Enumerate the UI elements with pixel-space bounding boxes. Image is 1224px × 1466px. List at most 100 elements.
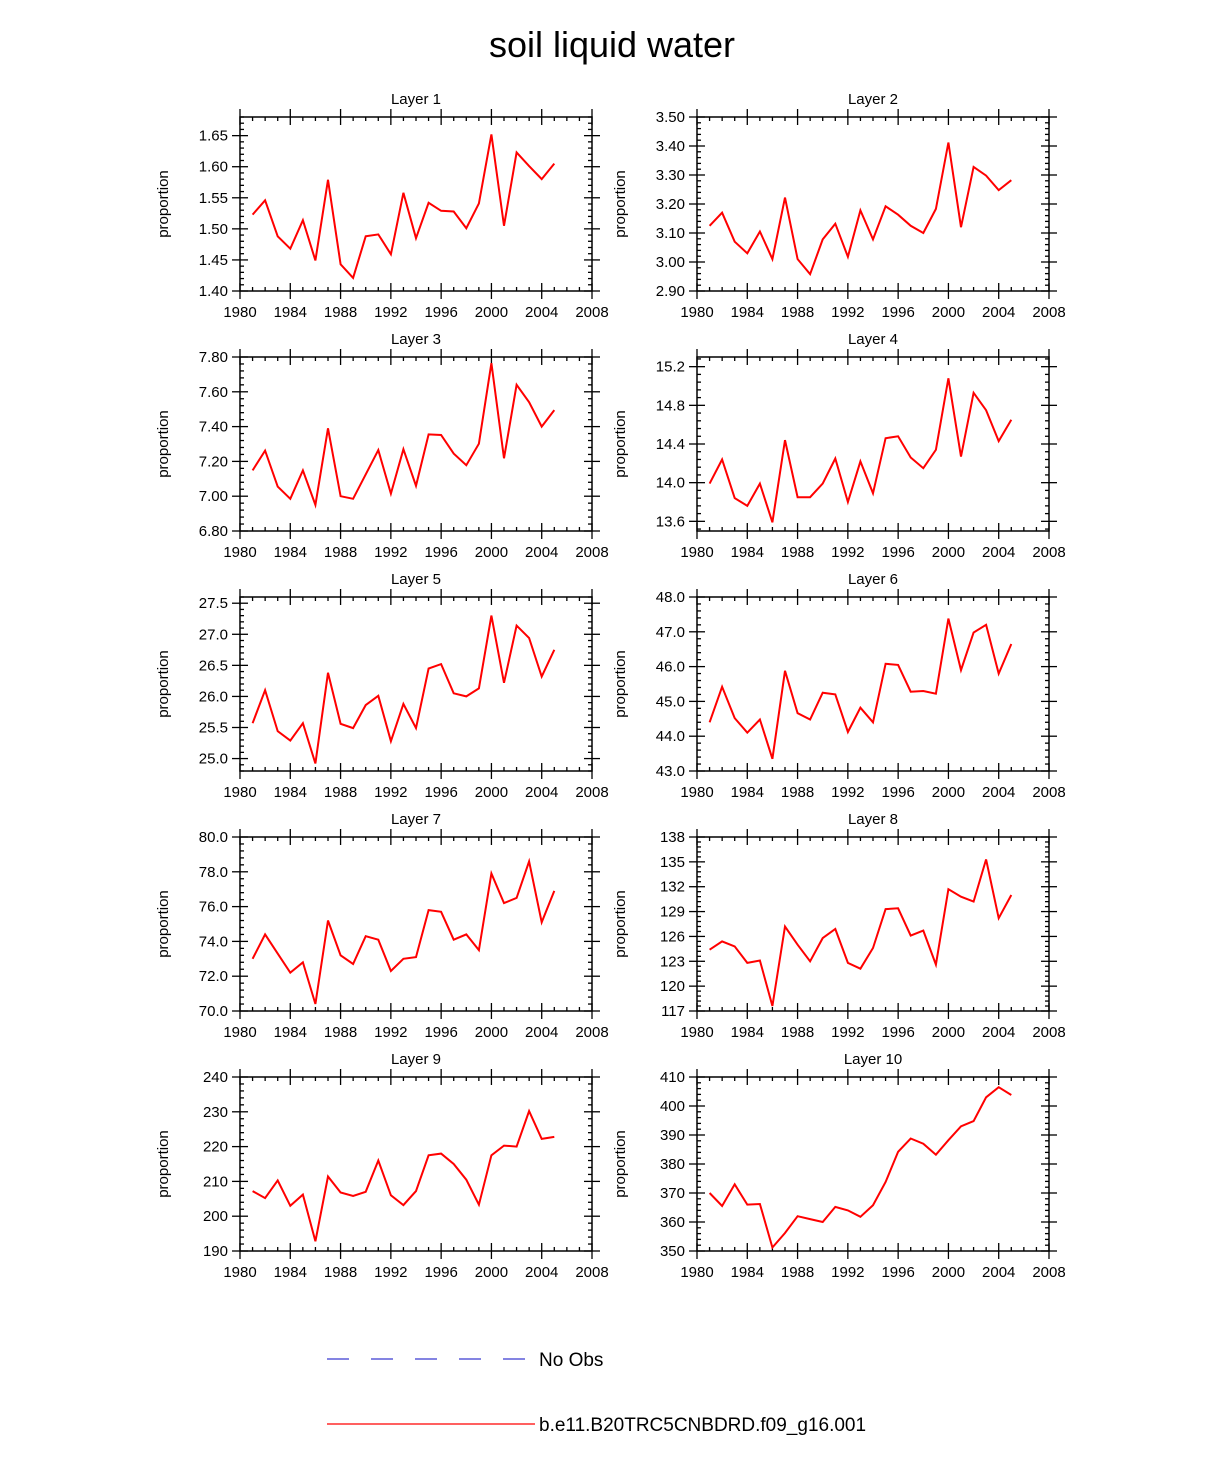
x-tick-label: 2000 [475, 1024, 508, 1041]
y-tick-label: 27.5 [199, 595, 228, 612]
y-tick-label: 190 [203, 1243, 228, 1260]
y-tick-label: 129 [660, 904, 685, 921]
x-tick-label: 2004 [982, 1264, 1015, 1281]
x-tick-label: 1992 [374, 304, 407, 321]
panel-layer-6: Layer 6 1980 1984 1988 1992 1996 2000 2004 2008 4… [612, 571, 1066, 801]
y-tick-label: 44.0 [656, 728, 685, 745]
x-tick-label: 1984 [274, 544, 307, 561]
x-tick-label: 1980 [223, 784, 256, 801]
panel-layer-7: Layer 7 1980 1984 1988 1992 1996 2000 2004 2008 7… [155, 811, 609, 1041]
panel-title: Layer 2 [848, 91, 898, 108]
y-tick-label: 1.45 [199, 252, 228, 269]
y-axis-label: proportion [155, 1130, 172, 1198]
y-tick-label: 47.0 [656, 624, 685, 641]
y-tick-label: 74.0 [199, 933, 228, 950]
y-axis-label: proportion [612, 650, 629, 718]
x-tick-label: 2008 [1032, 304, 1065, 321]
x-tick-label: 1980 [223, 544, 256, 561]
y-tick-label: 135 [660, 854, 685, 871]
panel-title: Layer 9 [391, 1051, 441, 1068]
x-tick-label: 2000 [932, 1264, 965, 1281]
y-tick-label: 1.60 [199, 159, 228, 176]
figure-title: soil liquid water [489, 24, 735, 65]
x-tick-label: 1996 [424, 304, 457, 321]
x-tick-label: 2008 [1032, 1264, 1065, 1281]
plot-frame [696, 116, 1050, 292]
panel-layer-9: Layer 9 1980 1984 1988 1992 1996 2000 2004 2008 1… [155, 1051, 609, 1281]
x-tick-label: 2008 [1032, 544, 1065, 561]
x-tick-label: 2000 [475, 1264, 508, 1281]
x-tick-label: 1988 [781, 1024, 814, 1041]
x-tick-label: 2008 [575, 544, 608, 561]
x-tick-label: 1996 [881, 784, 914, 801]
y-tick-label: 120 [660, 978, 685, 995]
panel-layer-5: Layer 5 1980 1984 1988 1992 1996 2000 2004 2008 2… [155, 571, 609, 801]
x-tick-label: 1992 [374, 544, 407, 561]
y-tick-label: 43.0 [656, 763, 685, 780]
x-tick-label: 2004 [525, 1264, 558, 1281]
x-tick-label: 1980 [680, 1024, 713, 1041]
y-tick-label: 390 [660, 1127, 685, 1144]
y-tick-label: 26.5 [199, 657, 228, 674]
series-line [252, 1108, 555, 1242]
x-tick-label: 1996 [424, 1024, 457, 1041]
panel-title: Layer 7 [391, 811, 441, 828]
y-tick-label: 3.50 [656, 109, 685, 126]
plot-frame [239, 596, 593, 772]
y-tick-label: 3.10 [656, 225, 685, 242]
x-tick-label: 1992 [831, 1264, 864, 1281]
x-tick-label: 1988 [781, 1264, 814, 1281]
y-tick-label: 14.8 [656, 397, 685, 414]
x-tick-label: 2004 [525, 304, 558, 321]
x-tick-label: 2000 [932, 784, 965, 801]
series-line [708, 1085, 1012, 1250]
x-tick-label: 1980 [680, 304, 713, 321]
x-tick-label: 2000 [932, 304, 965, 321]
y-tick-label: 3.30 [656, 167, 685, 184]
x-tick-label: 2004 [982, 544, 1015, 561]
y-tick-label: 230 [203, 1104, 228, 1121]
y-tick-label: 3.20 [656, 196, 685, 213]
x-tick-label: 1996 [881, 544, 914, 561]
panel-title: Layer 1 [391, 91, 441, 108]
x-tick-label: 1988 [324, 1024, 357, 1041]
series-line [708, 618, 1013, 760]
x-tick-label: 1988 [781, 784, 814, 801]
y-axis-label: proportion [155, 890, 172, 958]
legend-label-model: b.e11.B20TRC5CNBDRD.f09_g16.001 [539, 1415, 866, 1436]
plot-frame [696, 1076, 1050, 1252]
x-tick-label: 1980 [223, 1264, 256, 1281]
y-tick-label: 45.0 [656, 693, 685, 710]
y-tick-label: 138 [660, 829, 685, 846]
y-tick-label: 210 [203, 1173, 228, 1190]
y-tick-label: 2.90 [656, 283, 685, 300]
x-tick-label: 2008 [575, 1024, 608, 1041]
y-axis-label: proportion [612, 1130, 629, 1198]
plot-frame [239, 836, 593, 1012]
x-tick-label: 2000 [475, 544, 508, 561]
series-line [709, 859, 1013, 1007]
series-line [251, 134, 556, 280]
x-tick-label: 1988 [781, 304, 814, 321]
panel-layer-2: Layer 2 1980 1984 1988 1992 1996 2000 2004 2008 2… [612, 91, 1066, 321]
x-tick-label: 1980 [223, 304, 256, 321]
x-tick-label: 1992 [831, 784, 864, 801]
panel-title: Layer 5 [391, 571, 441, 588]
series-line [251, 857, 556, 1005]
x-tick-label: 2000 [932, 544, 965, 561]
x-tick-label: 1984 [731, 1024, 764, 1041]
x-tick-label: 1996 [424, 784, 457, 801]
x-tick-label: 2004 [982, 784, 1015, 801]
panel-title: Layer 6 [848, 571, 898, 588]
x-tick-label: 2004 [982, 304, 1015, 321]
x-tick-label: 2004 [525, 1024, 558, 1041]
x-tick-label: 2000 [932, 1024, 965, 1041]
x-tick-label: 1988 [781, 544, 814, 561]
x-tick-label: 1996 [424, 544, 457, 561]
y-tick-label: 14.4 [656, 436, 685, 453]
y-tick-label: 7.00 [199, 488, 228, 505]
panels-container: Layer 1 1980 1984 1988 1992 1996 2000 2004 2008 1… [155, 91, 1066, 1281]
y-tick-label: 220 [203, 1139, 228, 1156]
panel-title: Layer 8 [848, 811, 898, 828]
x-tick-label: 1984 [274, 1024, 307, 1041]
